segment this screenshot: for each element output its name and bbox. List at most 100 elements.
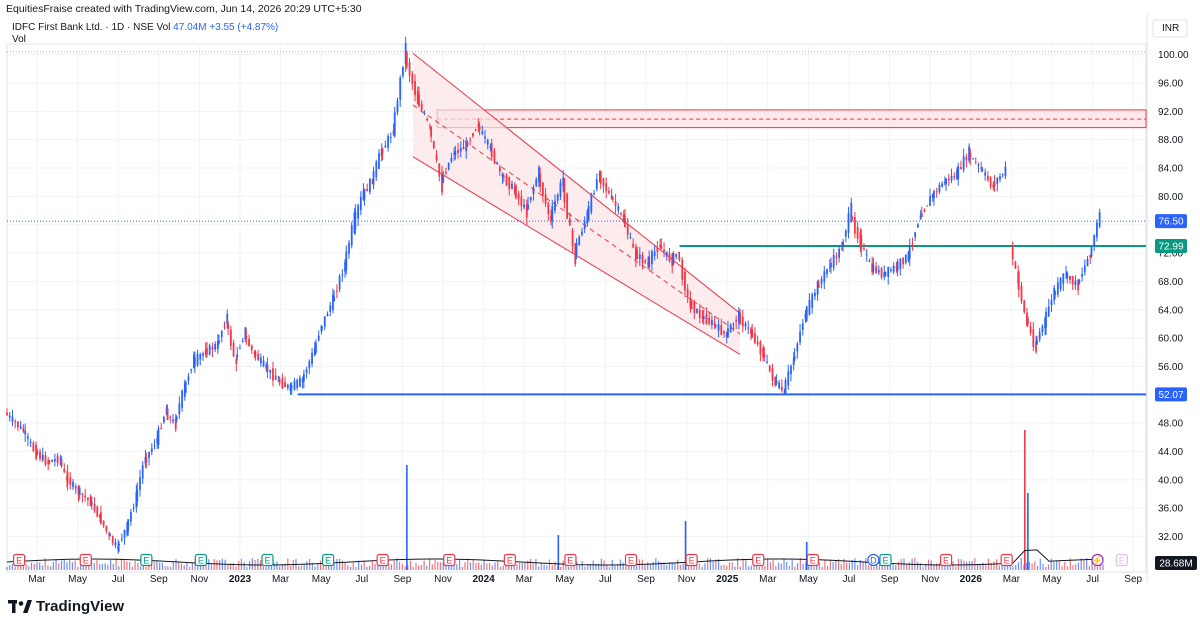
volume-bar	[1012, 566, 1014, 570]
volume-bar	[587, 564, 589, 570]
candle-body	[1023, 300, 1026, 312]
candle-body	[659, 244, 662, 247]
candle-body	[1053, 287, 1056, 301]
candle-body	[1074, 280, 1077, 286]
candle-body	[27, 436, 29, 439]
candle-body	[86, 497, 89, 500]
legend-volume-row[interactable]: Vol	[12, 34, 26, 45]
candle-body	[999, 176, 1001, 180]
candle-body	[414, 81, 416, 96]
event-marker	[1115, 553, 1128, 567]
volume-bar	[712, 561, 714, 570]
volume-bar	[475, 562, 477, 570]
candle-body	[953, 175, 956, 178]
volume-bar	[1031, 563, 1033, 570]
volume-bar	[745, 559, 747, 570]
volume-bar	[36, 561, 38, 570]
candle-body	[799, 331, 801, 343]
candle-body	[981, 169, 984, 171]
volume-bar	[20, 566, 22, 570]
candle-body	[547, 203, 550, 214]
volume-bar	[996, 559, 998, 570]
candle-body	[430, 126, 432, 137]
volume-bar	[966, 561, 968, 570]
candle-body	[244, 327, 247, 340]
volume-bar	[284, 563, 286, 570]
candle-body	[805, 306, 808, 321]
candle-body	[278, 379, 281, 384]
volume-spike	[1027, 493, 1029, 570]
volume-bar	[371, 561, 373, 570]
candle-body	[341, 274, 344, 276]
candle-body	[965, 156, 968, 160]
candle-body	[353, 212, 356, 233]
volume-bar	[946, 563, 949, 570]
candle-body	[235, 358, 238, 364]
volume-bar	[666, 564, 668, 570]
volume-bar	[137, 562, 139, 570]
candle-body	[919, 215, 922, 220]
time-tick-label: 2026	[960, 574, 983, 585]
candle-body	[105, 526, 108, 532]
time-tick-label: Mar	[272, 574, 290, 585]
volume-bar	[249, 561, 251, 570]
candle-body	[668, 253, 671, 262]
volume-bar	[505, 565, 507, 570]
candle-body	[404, 43, 407, 65]
candle-body	[787, 371, 790, 386]
volume-bar	[289, 566, 292, 570]
candle-body	[236, 354, 239, 358]
candle-body	[174, 418, 177, 430]
candle-body	[126, 522, 129, 536]
volume-bar	[1096, 566, 1099, 570]
volume-bar	[548, 559, 551, 570]
symbol-label[interactable]: IDFC First Bank Ltd. · 1D · NSE	[12, 22, 154, 33]
volume-bar	[734, 566, 736, 570]
volume-bar	[644, 565, 646, 570]
candle-body	[1001, 174, 1004, 176]
time-tick-label: May	[555, 574, 574, 585]
candle-body	[145, 457, 148, 462]
candle-body	[816, 281, 819, 295]
volume-bar	[303, 564, 305, 570]
candle-body	[190, 369, 193, 371]
volume-bar	[1086, 558, 1088, 570]
candle-body	[916, 224, 919, 228]
candle-body	[1093, 235, 1096, 247]
volume-bar	[126, 561, 128, 570]
volume-bar	[246, 566, 248, 570]
candle-body	[484, 136, 486, 139]
candle-body	[84, 495, 87, 498]
price-tick-label: 96.00	[1158, 78, 1183, 89]
candle-body	[281, 378, 284, 388]
candle-body	[599, 171, 602, 184]
candle-body	[968, 146, 970, 161]
volume-bar	[409, 560, 412, 570]
price-tick-label: 100.00	[1158, 50, 1189, 61]
volume-bar	[846, 562, 848, 570]
volume-bar	[750, 565, 752, 570]
volume-bar	[761, 564, 763, 570]
price-badge	[1155, 239, 1187, 254]
candle-body	[690, 299, 693, 310]
candle-body	[262, 360, 265, 367]
candle-body	[250, 345, 253, 351]
volume-bar	[938, 563, 941, 570]
volume-bar	[74, 560, 76, 570]
candle-body	[1041, 326, 1044, 333]
candle-body	[1083, 265, 1086, 273]
volume-bar	[118, 566, 120, 570]
price-tick-label: 56.00	[1158, 362, 1183, 373]
candle-body	[689, 298, 692, 309]
volume-bar	[396, 558, 398, 570]
volume-bar	[600, 558, 602, 570]
candle-body	[266, 364, 269, 372]
candle-body	[1020, 285, 1023, 302]
candle-body	[193, 357, 196, 367]
candle-body	[571, 230, 574, 246]
volume-bar	[265, 566, 267, 570]
candle-body	[556, 194, 559, 201]
time-tick-label: Jul	[112, 574, 125, 585]
candle-body	[840, 248, 843, 250]
